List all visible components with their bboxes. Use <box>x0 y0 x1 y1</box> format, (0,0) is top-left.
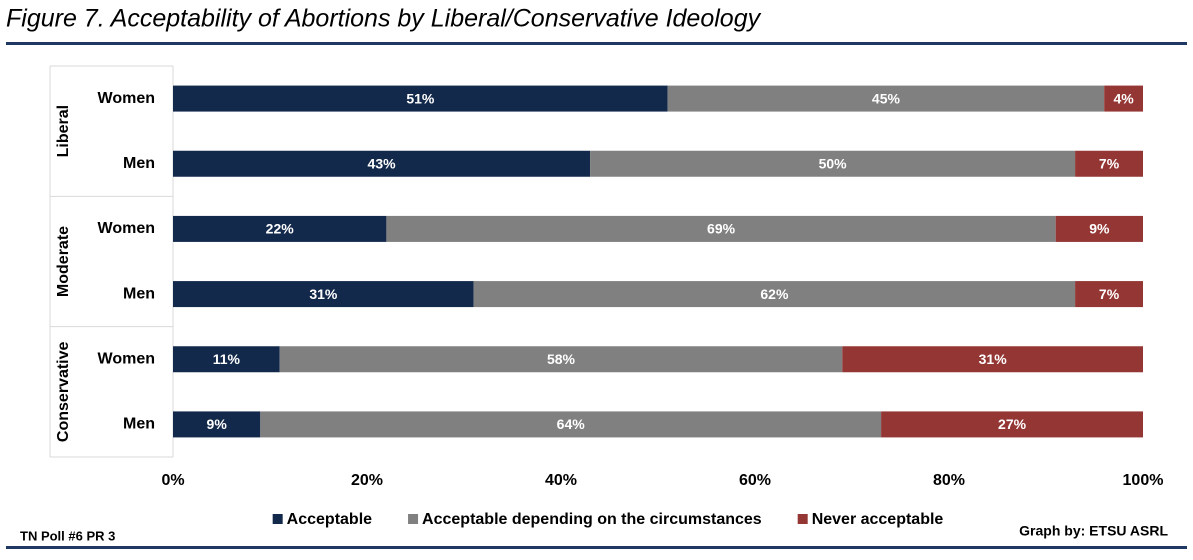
bottom-rule <box>6 546 1187 549</box>
value-label: 62% <box>760 286 789 302</box>
legend-label: Acceptable depending on the circumstance… <box>422 511 762 528</box>
value-label: 31% <box>309 286 338 302</box>
value-label: 31% <box>979 351 1008 367</box>
value-label: 58% <box>547 351 576 367</box>
value-label: 51% <box>406 90 435 106</box>
group-label: Conservative <box>55 341 72 442</box>
x-tick-label: 80% <box>933 472 965 489</box>
bar-segment <box>1104 85 1143 112</box>
bar-segment <box>173 215 387 242</box>
y-tick-label: Women <box>98 220 155 237</box>
y-tick-label: Women <box>98 90 155 107</box>
value-label: 45% <box>872 90 901 106</box>
value-label: 7% <box>1099 286 1120 302</box>
bar-segment <box>386 215 1056 242</box>
bar-segment <box>173 150 591 177</box>
bar-segment <box>260 411 882 438</box>
legend-swatch <box>272 514 283 524</box>
value-label: 69% <box>707 221 736 237</box>
bar-segment <box>842 346 1143 373</box>
bar-segment <box>1055 215 1143 242</box>
value-label: 22% <box>266 221 295 237</box>
title-rule <box>6 42 1187 45</box>
x-tick-label: 20% <box>351 472 383 489</box>
bar-segment <box>881 411 1143 438</box>
value-label: 43% <box>368 155 397 171</box>
y-tick-label: Men <box>123 155 155 172</box>
legend-label: Never acceptable <box>812 511 944 528</box>
y-tick-label: Men <box>123 416 155 433</box>
value-label: 50% <box>819 155 848 171</box>
y-tick-label: Women <box>98 350 155 367</box>
bar-segment <box>173 411 261 438</box>
group-label: Liberal <box>55 105 72 157</box>
x-tick-label: 0% <box>161 472 184 489</box>
bar-segment <box>590 150 1076 177</box>
x-tick-label: 100% <box>1123 472 1164 489</box>
bar-segment <box>173 281 474 308</box>
bar-segment <box>1075 281 1143 308</box>
source-left: TN Poll #6 PR 3 <box>20 528 115 543</box>
legend-swatch <box>797 514 808 524</box>
x-tick-label: 40% <box>545 472 577 489</box>
value-label: 27% <box>998 416 1027 432</box>
value-label: 11% <box>213 351 241 367</box>
bar-segment <box>173 85 668 112</box>
value-label: 4% <box>1113 90 1134 106</box>
source-right: Graph by: ETSU ASRL <box>1019 523 1168 539</box>
value-label: 9% <box>207 416 228 432</box>
value-label: 9% <box>1089 221 1110 237</box>
bar-segment <box>1075 150 1143 177</box>
bar-segment <box>473 281 1076 308</box>
group-label: Moderate <box>55 226 72 297</box>
value-label: 7% <box>1099 155 1120 171</box>
y-tick-label: Men <box>123 285 155 302</box>
x-tick-label: 60% <box>739 472 771 489</box>
bar-segment <box>173 346 280 373</box>
legend-label: Acceptable <box>287 511 372 528</box>
value-label: 64% <box>557 416 586 432</box>
legend-swatch <box>408 514 419 524</box>
bar-segment <box>667 85 1105 112</box>
chart-title: Figure 7. Acceptability of Abortions by … <box>6 5 762 33</box>
bar-segment <box>279 346 843 373</box>
